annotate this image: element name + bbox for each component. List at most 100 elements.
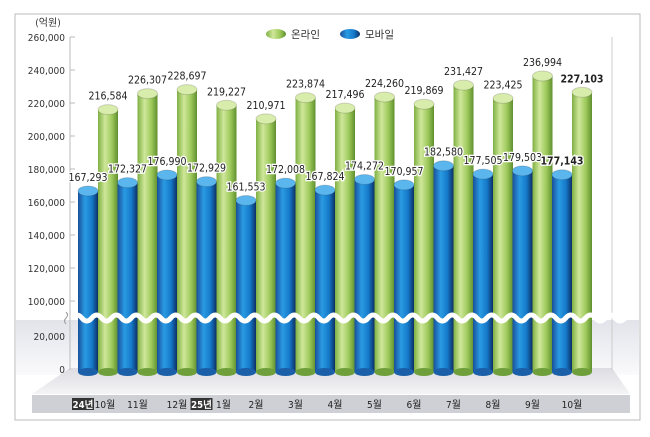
online-bar-group: 223,874 [286,79,325,376]
x-tick-label: 6월 [407,399,422,411]
online-bar-bottom [374,368,395,376]
year-badge-label: 25년 [191,399,212,411]
mobile-value-label: 174,272 [345,160,384,172]
mobile-value-label: 167,293 [68,172,107,184]
mobile-bar-group: 167,293 [67,171,109,376]
mobile-bar [157,174,177,372]
mobile-bar-top [117,177,138,189]
online-value-label: 223,874 [286,79,325,91]
mobile-bar-top [551,169,573,181]
mobile-bar-group: 167,824 [304,170,346,376]
mobile-bar-group: 172,929 [186,161,227,376]
y-tick-label: 160,000 [28,198,65,209]
online-bar-top [176,84,198,96]
mobile-bar [275,183,296,372]
online-bar-group: 210,971 [246,100,286,376]
online-bar [295,97,316,372]
y-tick-label: 140,000 [28,231,65,242]
online-bar-group: 217,496 [325,89,365,376]
mobile-bar-group: 174,272 [344,159,385,376]
mobile-bar-top [472,168,494,180]
online-bar-bottom [335,368,355,376]
online-bar [216,105,237,372]
unit-label: (억원) [35,17,60,29]
year-badge-label: 24년 [73,399,94,411]
mobile-value-label: 172,008 [266,164,305,176]
online-bar-bottom [216,368,237,376]
mobile-legend-swatch [340,29,360,39]
online-bar-group: 219,227 [207,86,246,376]
mobile-bar [196,181,217,372]
mobile-bar-bottom [394,368,414,376]
online-legend-swatch [266,29,286,39]
online-bar-group: 216,584 [88,91,128,376]
online-bar-group: 236,994 [523,57,562,376]
x-axis-strip [32,395,630,413]
mobile-bar [433,165,454,372]
online-bar-bottom [177,368,197,376]
mobile-bar-bottom [196,368,217,376]
online-bar [137,93,158,373]
y-tick-label: 120,000 [28,264,65,275]
x-tick-label: 12월 [167,399,188,411]
mobile-bar-top [354,173,375,185]
online-bar-group: 219,869 [404,85,444,376]
online-bar [453,85,474,372]
axis-break-wave [70,312,627,324]
online-value-label: 231,427 [444,66,483,78]
online-bar-bottom [137,368,158,376]
year-badge [72,398,94,410]
online-bar-bottom [98,368,118,376]
mobile-bar-top [393,179,415,191]
online-value-label: 219,869 [404,85,443,97]
mobile-bar-top [275,177,296,189]
online-bar [98,109,118,372]
x-tick-label: 8월 [486,399,501,411]
online-value-label: 226,307 [128,75,167,87]
mobile-bar [552,174,572,372]
axis-break-icon [64,311,68,325]
mobile-value-label: 177,505 [463,155,502,167]
mobile-bar-group: 172,327 [107,162,148,376]
mobile-bar [394,184,414,372]
x-tick-label: 10월 [95,399,116,411]
mobile-bar-bottom [552,368,572,376]
mobile-bar [315,190,335,372]
online-bar-bottom [572,368,592,376]
mobile-bar-group: 161,553 [225,180,267,376]
mobile-bar-bottom [512,368,533,376]
mobile-bar-bottom [78,368,98,376]
online-bar-top [413,98,435,110]
online-value-label: 227,103 [560,73,603,85]
online-bar-group: 227,103 [560,73,604,376]
mobile-bar-bottom [275,368,296,376]
mobile-bar-bottom [315,368,335,376]
online-bar-bottom [453,368,474,376]
online-bar-top [334,102,356,114]
mobile-bar-bottom [433,368,454,376]
mobile-bar-bottom [157,368,177,376]
mobile-bar [236,200,256,372]
online-bar-top [255,113,277,125]
online-bar-top [295,92,316,104]
mobile-value-label: 176,990 [147,156,186,168]
online-value-label: 210,971 [246,100,285,112]
y-tick-label: 200,000 [28,132,65,143]
online-bar [177,89,197,372]
legend-label: 온라인 [291,29,320,41]
online-bar-top [571,86,593,98]
mobile-bar-top [235,194,257,206]
online-value-label: 223,425 [483,79,522,91]
online-bar [572,92,592,372]
mobile-bar-top [433,160,454,172]
online-value-label: 236,994 [523,57,562,69]
mobile-bar [117,182,138,372]
online-bar [414,104,434,372]
legend-label: 모바일 [365,28,394,41]
y-tick-label: 20,000 [34,332,66,343]
online-bar-bottom [295,368,316,376]
online-bar-top [374,91,395,103]
mobile-bar-top [196,176,217,188]
online-value-label: 216,584 [88,91,127,103]
